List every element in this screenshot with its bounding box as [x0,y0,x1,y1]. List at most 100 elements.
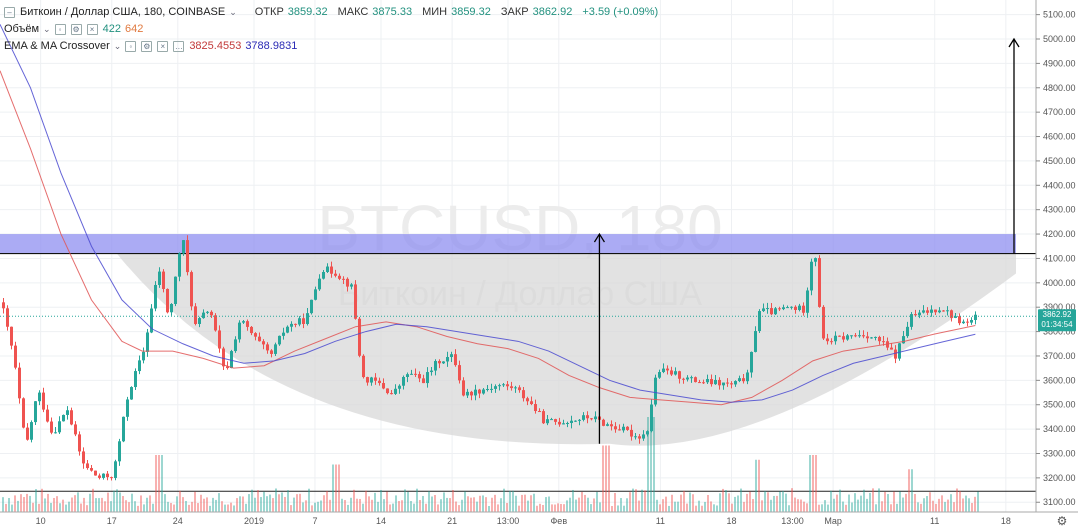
candle-body [650,404,653,432]
volume-bar [440,499,442,512]
candle-body [722,382,725,386]
candle-body [570,420,573,423]
symbol-legend[interactable]: – Биткоин / Доллар США, 180, COINBASE ⌄ … [4,4,664,20]
volume-bar [809,455,811,512]
volume-bar [476,501,478,512]
volume-bar [146,497,148,512]
visibility-icon[interactable]: ◦ [54,23,66,35]
close-icon[interactable]: × [157,40,169,52]
volume-bar [41,488,43,512]
candle-body [66,410,69,415]
candle-body [654,377,657,405]
volume-bar [860,495,862,512]
settings-icon[interactable]: ⚙ [70,23,82,35]
volume-bar [950,494,952,512]
chevron-down-icon[interactable]: ⌄ [43,23,51,34]
y-tick-label: 4100.00 [1043,253,1076,263]
volume-bar [554,504,556,512]
candle-body [578,419,581,421]
candle-body [214,315,217,331]
candle-body [34,401,37,423]
volume-legend[interactable]: Объём ⌄ ◦ ⚙ × 422 642 [4,21,143,37]
volume-bar [569,497,571,512]
volume-bar [770,499,772,512]
change-value: +3.59 (+0.09%) [582,6,659,18]
volume-bar [716,505,718,512]
candle-body [54,432,57,434]
volume-bar [179,490,181,512]
candle-body [202,312,205,319]
candle-body [286,326,289,333]
candle-body [898,343,901,359]
candle-body [106,473,109,478]
candle-body [874,336,877,338]
candle-body [806,290,809,313]
volume-bar [296,494,298,512]
collapse-icon[interactable]: – [4,6,15,18]
chevron-down-icon[interactable]: ⌄ [113,40,122,51]
volume-label[interactable]: Объём [4,23,40,35]
volume-bar [776,495,778,512]
settings-icon[interactable]: ⚙ [141,40,153,52]
volume-bar [515,495,517,512]
candle-body [150,308,153,333]
candle-body [606,424,609,426]
volume-bar [155,455,157,512]
symbol-title[interactable]: Биткоин / Доллар США, 180, COINBASE [20,6,226,18]
arrow-head [1008,37,1020,48]
volume-bar [236,498,238,512]
y-tick-label: 3600.00 [1043,375,1076,385]
candle-body [450,354,453,358]
candle-body [334,273,337,276]
candle-body [290,323,293,327]
volume-bar [455,501,457,512]
volume-bar [539,503,541,512]
volume-bar [8,498,10,512]
ema-label[interactable]: EMA & MA Crossover [4,40,110,52]
volume-bar [869,492,871,512]
close-value: 3862.92 [532,6,573,18]
volume-bar [353,489,355,512]
volume-bar [590,504,592,512]
volume-bar [20,494,22,512]
visibility-icon[interactable]: ◦ [125,40,137,52]
volume-bar [158,455,160,512]
candle-body [386,388,389,394]
volume-bar [866,498,868,512]
volume-bar [899,491,901,512]
candle-body [102,473,105,478]
volume-bar [797,499,799,512]
volume-bar [29,495,31,512]
volume-bar [50,502,52,512]
y-tick-label: 4800.00 [1043,83,1076,93]
ema-legend[interactable]: EMA & MA Crossover ⌄ ◦ ⚙ × … 3825.4553 3788… [4,38,297,54]
volume-bar [479,495,481,512]
volume-bar [491,497,493,512]
candle-body [234,339,237,352]
volume-bar [422,495,424,512]
volume-bar [767,492,769,512]
candle-body [778,308,781,310]
x-tick-label: 18 [727,516,737,526]
y-tick-label: 3400.00 [1043,424,1076,434]
candle-body [590,418,593,420]
candle-body [62,414,65,422]
volume-bar [605,445,607,512]
volume-bar [2,497,4,512]
volume-bar [134,501,136,512]
candle-body [582,415,585,420]
candle-body [446,357,449,362]
volume-bar [659,504,661,512]
x-tick-label: 7 [312,516,317,526]
volume-bar [458,505,460,512]
volume-bar [194,491,196,512]
more-icon[interactable]: … [173,40,185,52]
volume-bar [500,498,502,512]
volume-bar [572,489,574,512]
volume-bar [530,495,532,512]
candle-body [610,424,613,427]
close-icon[interactable]: × [86,23,98,35]
volume-bar [290,505,292,512]
chevron-down-icon[interactable]: ⌄ [229,6,237,17]
